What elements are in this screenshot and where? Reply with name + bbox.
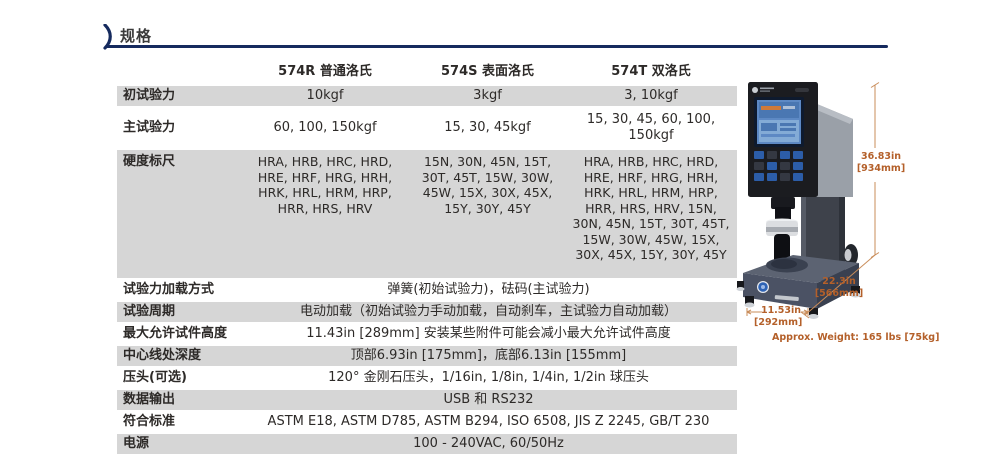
row-value-574s: 15N, 30N, 45N, 15T, 30T, 45T, 15W, 30W, … xyxy=(421,154,554,216)
row-label: 主试验力 xyxy=(123,119,176,135)
row-value-574t: HRA, HRB, HRC, HRD, HRE, HRF, HRG, HRH, … xyxy=(572,154,730,262)
table-row: 符合标准 ASTM E18, ASTM D785, ASTM B294, ISO… xyxy=(117,412,737,434)
title-underline xyxy=(106,45,888,49)
row-value-574s: 15, 30, 45kgf xyxy=(444,119,531,135)
column-header-574t: 574T 双洛氏 xyxy=(611,63,691,79)
table-row: 硬度标尺 HRA, HRB, HRC, HRD, HRE, HRF, HRG, … xyxy=(117,150,737,280)
row-value: 弹簧(初始试验力)，砝码(主试验力) xyxy=(387,281,590,297)
column-header-574r: 574R 普通洛氏 xyxy=(278,63,372,79)
row-value-574t: 3, 10kgf xyxy=(624,87,678,103)
spec-table: 574R 普通洛氏 574S 表面洛氏 574T 双洛氏 初试验力 10kgf … xyxy=(117,62,737,456)
table-row: 最大允许试件高度 11.43in [289mm] 安装某些附件可能会减小最大允许… xyxy=(117,324,737,346)
dimension-depth-mm: [566mm] xyxy=(814,288,864,299)
table-row: 电源 100 - 240VAC, 60/50Hz xyxy=(117,434,737,456)
row-value: 120° 金刚石压头，1/16in, 1/8in, 1/4in, 1/2in 球… xyxy=(328,369,649,385)
dimension-lines xyxy=(746,82,880,319)
row-value: 11.43in [289mm] 安装某些附件可能会减小最大允许试件高度 xyxy=(306,325,671,341)
row-value-574s: 3kgf xyxy=(473,87,502,103)
header-blank xyxy=(117,62,240,84)
row-value-574r: 60, 100, 150kgf xyxy=(273,119,377,135)
row-value: ASTM E18, ASTM D785, ASTM B294, ISO 6508… xyxy=(267,413,710,429)
row-value-574t: 15, 30, 45, 60, 100, 150kgf xyxy=(586,111,716,143)
row-label: 数据输出 xyxy=(123,391,176,407)
dimension-width-mm: [292mm] xyxy=(754,317,803,328)
table-row: 初试验力 10kgf 3kgf 3, 10kgf xyxy=(117,86,737,108)
row-value-574r: 10kgf xyxy=(306,87,344,103)
row-label: 符合标准 xyxy=(123,413,176,429)
row-label: 试验周期 xyxy=(123,303,176,319)
hardness-tester-image xyxy=(736,82,880,319)
row-label: 硬度标尺 xyxy=(123,154,176,169)
row-label: 试验力加载方式 xyxy=(123,281,215,297)
table-row: 试验力加载方式 弹簧(初始试验力)，砝码(主试验力) xyxy=(117,280,737,302)
dimension-width-in: 11.53in xyxy=(760,305,802,316)
row-value: 100 - 240VAC, 60/50Hz xyxy=(413,435,564,451)
row-label: 初试验力 xyxy=(123,87,176,103)
row-value-574r: HRA, HRB, HRC, HRD, HRE, HRF, HRG, HRH, … xyxy=(257,154,393,216)
page-title: 规格 xyxy=(120,27,153,45)
row-value: 电动加载（初始试验力手动加载，自动刹车，主试验力自动加载） xyxy=(299,303,677,319)
table-header-row: 574R 普通洛氏 574S 表面洛氏 574T 双洛氏 xyxy=(117,62,737,86)
dimension-depth-in: 22.3in xyxy=(822,276,856,287)
row-value: 顶部6.93in [175mm]，底部6.13in [155mm] xyxy=(350,347,627,363)
row-label: 压头(可选) xyxy=(123,369,187,385)
dimension-height-mm: [934mm] xyxy=(856,163,906,174)
table-row: 中心线处深度 顶部6.93in [175mm]，底部6.13in [155mm] xyxy=(117,346,737,368)
table-row: 数据输出 USB 和 RS232 xyxy=(117,390,737,412)
approx-weight-label: Approx. Weight: 165 lbs [75kg] xyxy=(772,332,940,343)
dimension-height-in: 36.83in xyxy=(860,151,902,162)
keypad xyxy=(754,151,803,181)
row-label: 最大允许试件高度 xyxy=(123,325,228,341)
table-row: 主试验力 60, 100, 150kgf 15, 30, 45kgf 15, 3… xyxy=(117,108,737,150)
dimension-depth-label: 22.3in [566mm] xyxy=(808,276,870,300)
row-value: USB 和 RS232 xyxy=(443,391,534,407)
column-header-574s: 574S 表面洛氏 xyxy=(440,63,535,79)
row-label: 中心线处深度 xyxy=(123,347,202,363)
table-row: 试验周期 电动加载（初始试验力手动加载，自动刹车，主试验力自动加载） xyxy=(117,302,737,324)
table-row: 压头(可选) 120° 金刚石压头，1/16in, 1/8in, 1/4in, … xyxy=(117,368,737,390)
dimension-height-label: 36.83in [934mm] xyxy=(854,151,908,175)
row-label: 电源 xyxy=(123,435,150,451)
